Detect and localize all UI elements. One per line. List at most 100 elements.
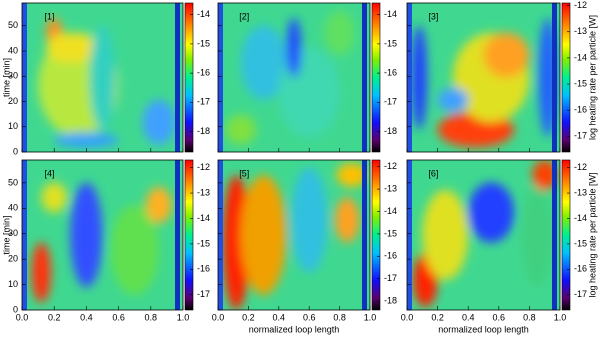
heatmap-blob: [145, 187, 172, 223]
colorbar-tick-label: -12: [197, 162, 210, 172]
colorbar-tick-label: -14: [574, 213, 587, 223]
colorbar-tick-label: -16: [574, 105, 587, 115]
edge-strip: [22, 3, 27, 152]
colorbar-tick-label: -13: [574, 187, 587, 197]
colorbar-tick-label: -18: [197, 126, 210, 136]
heatmap-blob: [240, 25, 287, 100]
heatmap-blob: [336, 163, 367, 187]
x-tick-label: 0.2: [48, 312, 61, 322]
panel-label: [1]: [45, 11, 55, 21]
x-tick-label: 0.6: [303, 312, 316, 322]
colorbar-tick-label: -15: [384, 228, 397, 238]
x-tick-label: 0.4: [80, 312, 93, 322]
colorbar: [184, 159, 194, 311]
colorbar-tick-label: -15: [574, 238, 587, 248]
x-tick-label: 1.0: [177, 312, 190, 322]
x-tick-label: 0.8: [145, 312, 158, 322]
x-tick-label: 0.8: [523, 312, 536, 322]
heatmap-blob: [437, 87, 469, 112]
heatmap-blobs: [225, 10, 355, 145]
y-tick-label: 0: [13, 304, 18, 314]
panel: [6] 0.0 0.2 0.4 0.6 0.8 1.0 normalized loop len…: [401, 159, 597, 334]
heatmap: [22, 160, 183, 310]
heatmap-blob: [240, 175, 287, 295]
panel-label: [2]: [239, 11, 249, 21]
heatmap-blobs: [31, 182, 172, 303]
edge-strip: [552, 160, 557, 310]
edge-strip: [362, 160, 367, 310]
edge-strip: [407, 160, 412, 310]
panel: [1] 0 10 20 30 40 50 time [min] -18 -17 -16 -15 -14: [1, 2, 210, 156]
colorbar-tick-label: -12: [384, 161, 397, 171]
x-tick-label: 0.2: [431, 312, 444, 322]
heatmap-blob: [70, 182, 103, 288]
heatmap: [407, 160, 560, 310]
heatmap-blob: [286, 17, 302, 78]
x-tick-label: 0.4: [462, 312, 475, 322]
colorbar: [371, 159, 381, 311]
heatmap-blob: [89, 25, 116, 130]
colorbar-tick-label: -17: [197, 97, 210, 107]
colorbar-tick-label: -14: [384, 9, 397, 19]
heatmap-blob: [468, 182, 515, 243]
x-axis-label: normalized loop length: [438, 324, 529, 334]
heatmap-blob: [411, 25, 427, 130]
heatmap: [22, 3, 183, 152]
x-tick-label: 1.0: [554, 312, 567, 322]
colorbar-tick-label: -12: [574, 0, 587, 10]
heatmap-blob: [142, 99, 175, 145]
panel: [4] 0.0 0.2 0.4 0.6 0.8 1.0 0 10 20 30 40 50 time [mi…: [1, 159, 210, 322]
frame: [217, 159, 371, 311]
colorbar-tick-label: -14: [197, 213, 210, 223]
y-axis-label: time [min]: [1, 58, 11, 97]
x-axis-label: normalized loop length: [249, 324, 340, 334]
colorbar: [561, 159, 571, 311]
colorbar-tick-label: -18: [384, 295, 397, 305]
colorbar-tick-label: -13: [574, 26, 587, 36]
colorbar-tick-label: -15: [574, 78, 587, 88]
colorbar-tick-label: -13: [384, 183, 397, 193]
panel-label: [6]: [428, 168, 438, 178]
frame: [21, 2, 184, 153]
colorbar-tick-label: -15: [197, 38, 210, 48]
colorbar-tick-label: -17: [384, 97, 397, 107]
colorbar-label: log heating rate per particle [W]: [587, 15, 597, 140]
colorbar-tick-label: -12: [574, 162, 587, 172]
colorbar-tick-label: -15: [384, 38, 397, 48]
heatmap: [218, 3, 370, 152]
edge-strip: [218, 3, 223, 152]
x-tick-label: 0.0: [16, 312, 29, 322]
heatmap-blob: [46, 32, 95, 63]
colorbar-tick-label: -15: [197, 238, 210, 248]
heatmap-blob: [54, 132, 119, 148]
heatmap-blobs: [222, 163, 367, 310]
heatmap-blob: [324, 10, 355, 56]
colorbar-tick-label: -14: [384, 206, 397, 216]
y-tick-label: 20: [8, 96, 18, 106]
colorbar: [561, 2, 571, 153]
heatmap: [218, 160, 370, 310]
x-tick-label: 1.0: [364, 312, 377, 322]
colorbar-tick-label: -14: [574, 52, 587, 62]
heatmap-blob: [41, 182, 68, 213]
colorbar: [371, 2, 381, 153]
panel-label: [4]: [45, 168, 55, 178]
y-tick-label: 20: [8, 254, 18, 264]
x-tick-label: 0.0: [401, 312, 414, 322]
heatmap-blob: [532, 160, 557, 190]
edge-strip: [552, 3, 557, 152]
frame: [217, 2, 371, 153]
y-axis-label: time [min]: [1, 215, 11, 254]
colorbar-tick-label: -17: [574, 289, 587, 299]
heatmap-blob: [290, 167, 328, 273]
frame: [21, 159, 184, 311]
edge-strip: [175, 3, 180, 152]
heatmap-blob: [422, 190, 469, 280]
edge-strip: [407, 3, 412, 152]
heatmap-blob: [222, 175, 250, 310]
y-tick-label: 0: [13, 146, 18, 156]
x-tick-label: 0.6: [112, 312, 125, 322]
panel-label: [3]: [428, 11, 438, 21]
y-tick-label: 50: [8, 20, 18, 30]
